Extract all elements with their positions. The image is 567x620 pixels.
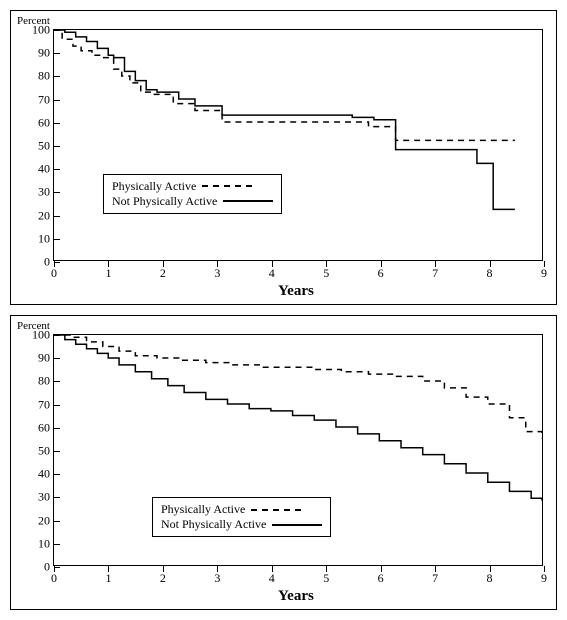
legend-label: Not Physically Active [161, 517, 266, 532]
x-tick-label: 3 [214, 565, 220, 586]
y-tick-label: 10 [38, 536, 54, 551]
y-tick-label: 30 [38, 185, 54, 200]
km-curves [54, 30, 542, 260]
y-tick-label: 40 [38, 467, 54, 482]
legend-row: Physically Active [161, 502, 322, 517]
x-tick-label: 4 [269, 565, 275, 586]
legend-row: Physically Active [112, 179, 273, 194]
x-tick-label: 9 [541, 260, 547, 281]
y-tick-label: 60 [38, 420, 54, 435]
x-tick-label: 6 [378, 260, 384, 281]
series-physically-active [54, 335, 542, 439]
x-tick-label: 0 [51, 565, 57, 586]
legend-line-dashed-icon [251, 509, 301, 511]
chart-1: Percent01020304050607080901000123456789P… [10, 10, 557, 305]
legend-label: Not Physically Active [112, 194, 217, 209]
chart-2: Percent01020304050607080901000123456789P… [10, 315, 557, 610]
y-tick-label: 70 [38, 397, 54, 412]
y-tick-label: 90 [38, 351, 54, 366]
x-tick-label: 5 [323, 565, 329, 586]
y-tick-label: 20 [38, 208, 54, 223]
x-tick-label: 6 [378, 565, 384, 586]
x-tick-label: 7 [432, 260, 438, 281]
legend-label: Physically Active [112, 179, 196, 194]
series-not-physically-active [54, 335, 542, 501]
y-tick-label: 80 [38, 69, 54, 84]
y-tick-label: 40 [38, 162, 54, 177]
legend-line-solid-icon [223, 200, 273, 202]
x-axis-title: Years [278, 283, 314, 300]
x-tick-label: 8 [487, 260, 493, 281]
x-tick-label: 2 [160, 565, 166, 586]
x-tick-label: 4 [269, 260, 275, 281]
x-tick-label: 7 [432, 565, 438, 586]
y-tick-label: 100 [32, 23, 54, 38]
y-tick-label: 10 [38, 231, 54, 246]
y-tick-label: 90 [38, 46, 54, 61]
y-tick-label: 80 [38, 374, 54, 389]
y-tick-label: 30 [38, 490, 54, 505]
x-tick-label: 5 [323, 260, 329, 281]
x-tick-label: 9 [541, 565, 547, 586]
x-tick-label: 0 [51, 260, 57, 281]
x-tick-label: 3 [214, 260, 220, 281]
x-tick-label: 1 [105, 260, 111, 281]
x-axis-title: Years [278, 588, 314, 605]
legend-line-solid-icon [272, 524, 322, 526]
legend-label: Physically Active [161, 502, 245, 517]
y-tick-label: 20 [38, 513, 54, 528]
legend-row: Not Physically Active [161, 517, 322, 532]
x-tick-label: 1 [105, 565, 111, 586]
series-physically-active [54, 30, 515, 140]
legend: Physically ActiveNot Physically Active [103, 174, 282, 214]
x-tick-label: 8 [487, 565, 493, 586]
x-tick-label: 2 [160, 260, 166, 281]
legend: Physically ActiveNot Physically Active [152, 497, 331, 537]
legend-row: Not Physically Active [112, 194, 273, 209]
y-tick-label: 60 [38, 115, 54, 130]
plot-area: 01020304050607080901000123456789Physical… [53, 334, 543, 566]
y-tick-label: 50 [38, 139, 54, 154]
y-tick-label: 100 [32, 328, 54, 343]
y-tick-label: 70 [38, 92, 54, 107]
plot-area: 01020304050607080901000123456789Physical… [53, 29, 543, 261]
y-tick-label: 50 [38, 444, 54, 459]
legend-line-dashed-icon [202, 185, 252, 187]
